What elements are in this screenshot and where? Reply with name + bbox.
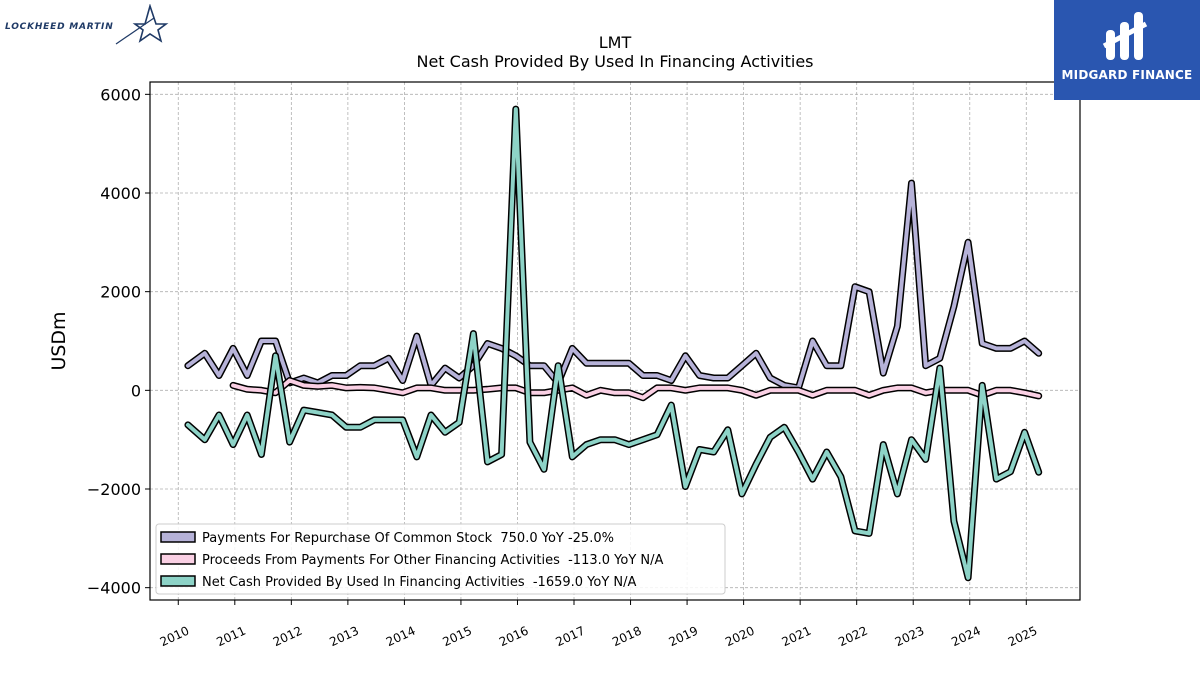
legend-box	[155, 523, 726, 595]
x-tick-label: 2021	[780, 624, 814, 650]
midgard-emblem-icon	[1102, 12, 1148, 60]
y-axis-label: USDm	[48, 311, 70, 370]
x-tick-label: 2025	[1006, 624, 1040, 650]
legend-swatch-1	[160, 531, 196, 543]
star-icon: LOCKHEED MARTIN	[5, 3, 169, 45]
x-tick-label: 2020	[723, 624, 757, 650]
y-tick-label: −2000	[87, 480, 141, 499]
legend-label-1: Payments For Repurchase Of Common Stock …	[202, 531, 614, 546]
series-outline-1	[184, 179, 1043, 392]
legend-swatch-2	[160, 553, 196, 565]
x-tick-label: 2019	[667, 624, 701, 650]
y-tick-label: 2000	[100, 283, 141, 302]
x-tick-label: 2013	[327, 624, 361, 650]
x-tick-label: 2018	[610, 624, 644, 650]
x-tick-label: 2015	[440, 624, 474, 650]
series-line-3	[185, 107, 1041, 580]
x-tick-label: 2023	[893, 624, 927, 650]
legend-label-2: Proceeds From Payments For Other Financi…	[202, 553, 663, 568]
x-tick-label: 2017	[554, 624, 588, 650]
series-outline-3	[184, 105, 1043, 582]
legend-label-3: Net Cash Provided By Used In Financing A…	[202, 575, 637, 590]
chart-ticker: LMT	[599, 33, 632, 52]
chart-title: Net Cash Provided By Used In Financing A…	[416, 52, 813, 71]
midgard-finance-logo: MIDGARD FINANCE	[1054, 0, 1200, 100]
series-layer	[184, 105, 1043, 582]
legend-swatch-3	[160, 575, 196, 587]
y-tick-label: 0	[131, 381, 141, 400]
midgard-finance-wordmark: MIDGARD FINANCE	[1061, 68, 1193, 82]
y-tick-label: −4000	[87, 579, 141, 598]
x-tick-label: 2010	[158, 624, 192, 650]
lockheed-martin-logo: LOCKHEED MARTIN	[4, 3, 174, 48]
x-tick-label: 2011	[214, 624, 248, 650]
legend: Payments For Repurchase Of Common Stock …	[155, 523, 726, 595]
x-tick-label: 2024	[949, 624, 983, 650]
y-tick-label: 4000	[100, 184, 141, 203]
series-line-2	[231, 378, 1041, 400]
plot-frame	[149, 81, 1081, 601]
y-axis-ticks: −4000 −2000 0 2000 4000 6000	[87, 85, 150, 598]
x-tick-label: 2016	[497, 624, 531, 650]
series-line-1	[185, 181, 1041, 390]
x-tick-label: 2012	[271, 624, 305, 650]
x-tick-label: 2022	[836, 624, 870, 650]
grid-lines	[150, 82, 1080, 600]
y-tick-label: 6000	[100, 85, 141, 104]
x-axis-ticks: 2010 2011 2012 2013 2014 2015 2016 2017 2018 2019…	[158, 600, 1040, 650]
lockheed-martin-wordmark: LOCKHEED MARTIN	[5, 22, 114, 32]
x-tick-label: 2014	[384, 624, 418, 650]
